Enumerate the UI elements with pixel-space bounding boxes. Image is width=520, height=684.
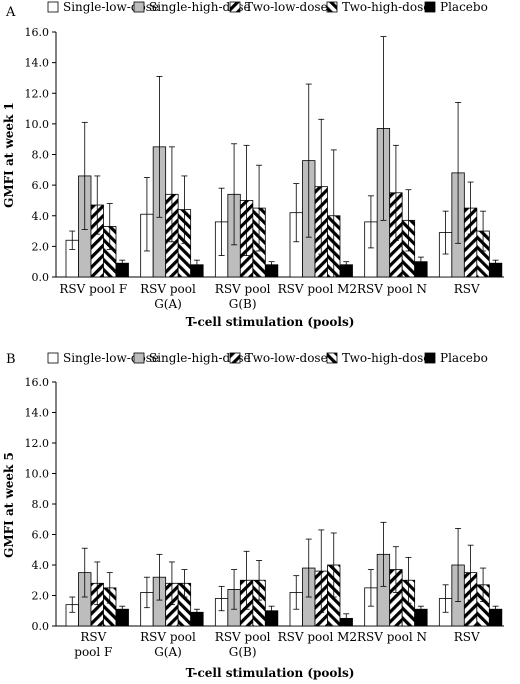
legend-entry-0: Single-low-dose bbox=[63, 0, 159, 14]
category-label: RSV pool G(B) bbox=[215, 282, 271, 311]
chart-panel-b: B Single-low-doseSingle-high-doseTwo-low-… bbox=[2, 351, 504, 680]
category-label-line: RSV bbox=[454, 282, 480, 296]
category-label-line: RSV pool N bbox=[357, 630, 427, 644]
legend-swatch-2 bbox=[229, 1, 241, 13]
category-label: RSV pool N bbox=[357, 282, 427, 296]
y-tick-label: 12.0 bbox=[25, 87, 50, 100]
category-label: RSV pool G(A) bbox=[140, 630, 196, 659]
legend-swatch-2 bbox=[229, 352, 241, 364]
y-tick-label: 8.0 bbox=[32, 498, 50, 511]
y-tick-label: 0.0 bbox=[32, 620, 50, 633]
y-tick-label: 2.0 bbox=[32, 590, 50, 603]
legend-entry-4: Placebo bbox=[440, 351, 488, 365]
legend-swatch-0 bbox=[47, 352, 59, 364]
legend-swatch-3 bbox=[326, 352, 338, 364]
category-label-line: RSV pool N bbox=[357, 282, 427, 296]
y-tick-label: 16.0 bbox=[25, 26, 50, 39]
legend-swatch-0 bbox=[47, 1, 59, 13]
legend-swatch-4 bbox=[424, 1, 436, 13]
category-label: RSV pool M2 bbox=[278, 630, 357, 644]
category-label-line: G(B) bbox=[229, 297, 257, 311]
y-tick-label: 2.0 bbox=[32, 240, 50, 253]
y-tick-label: 6.0 bbox=[32, 179, 50, 192]
y-tick-label: 10.0 bbox=[25, 118, 50, 131]
category-label-line: G(A) bbox=[154, 645, 182, 659]
legend-entry-3: Two-high-dose bbox=[342, 0, 430, 14]
x-axis-label: T-cell stimulation (pools) bbox=[186, 666, 355, 680]
category-label: RSV pool F bbox=[74, 630, 112, 659]
category-label: RSV pool N bbox=[357, 630, 427, 644]
legend-swatch-4 bbox=[424, 352, 436, 364]
category-label: RSV bbox=[454, 282, 480, 296]
category-label-line: RSV pool bbox=[215, 630, 271, 644]
category-label: RSV bbox=[454, 630, 480, 644]
panel-label: B bbox=[6, 352, 16, 367]
y-axis-label: GMFI at week 1 bbox=[2, 102, 16, 208]
legend-entry-1: Single-high-dose bbox=[149, 0, 251, 14]
category-label: RSV pool M2 bbox=[278, 282, 357, 296]
panel-label: A bbox=[5, 5, 16, 20]
category-label-line: RSV bbox=[80, 630, 106, 644]
y-tick-label: 8.0 bbox=[32, 149, 50, 162]
chart-panel-a: A Single-low-doseSingle-high-doseTwo-low-… bbox=[2, 0, 504, 329]
category-label-line: RSV pool bbox=[140, 630, 196, 644]
category-label-line: RSV bbox=[454, 630, 480, 644]
legend-swatch-1 bbox=[133, 352, 145, 364]
category-label: RSV pool F bbox=[59, 282, 127, 296]
legend-entry-0: Single-low-dose bbox=[63, 351, 159, 365]
category-label-line: RSV pool bbox=[140, 282, 196, 296]
legend-entry-2: Two-low-dose bbox=[245, 351, 328, 365]
category-label-line: RSV pool bbox=[215, 282, 271, 296]
legend-entry-4: Placebo bbox=[440, 0, 488, 14]
y-tick-label: 6.0 bbox=[32, 529, 50, 542]
y-axis-label: GMFI at week 5 bbox=[2, 452, 16, 558]
y-tick-label: 14.0 bbox=[25, 57, 50, 70]
category-label-line: G(B) bbox=[229, 645, 257, 659]
y-tick-label: 12.0 bbox=[25, 437, 50, 450]
category-label-line: RSV pool M2 bbox=[278, 282, 357, 296]
legend-swatch-1 bbox=[133, 1, 145, 13]
category-label-line: G(A) bbox=[154, 297, 182, 311]
legend-swatch-3 bbox=[326, 1, 338, 13]
y-tick-label: 10.0 bbox=[25, 468, 50, 481]
category-label: RSV pool G(A) bbox=[140, 282, 196, 311]
category-label-line: pool F bbox=[74, 645, 112, 659]
y-tick-label: 14.0 bbox=[25, 407, 50, 420]
legend-entry-1: Single-high-dose bbox=[149, 351, 251, 365]
y-tick-label: 4.0 bbox=[32, 559, 50, 572]
category-label-line: RSV pool M2 bbox=[278, 630, 357, 644]
y-tick-label: 0.0 bbox=[32, 271, 50, 284]
legend-entry-2: Two-low-dose bbox=[245, 0, 328, 14]
category-label: RSV pool G(B) bbox=[215, 630, 271, 659]
legend-entry-3: Two-high-dose bbox=[342, 351, 430, 365]
category-label-line: RSV pool F bbox=[59, 282, 127, 296]
y-tick-label: 16.0 bbox=[25, 376, 50, 389]
y-tick-label: 4.0 bbox=[32, 210, 50, 223]
x-axis-label: T-cell stimulation (pools) bbox=[186, 315, 355, 329]
